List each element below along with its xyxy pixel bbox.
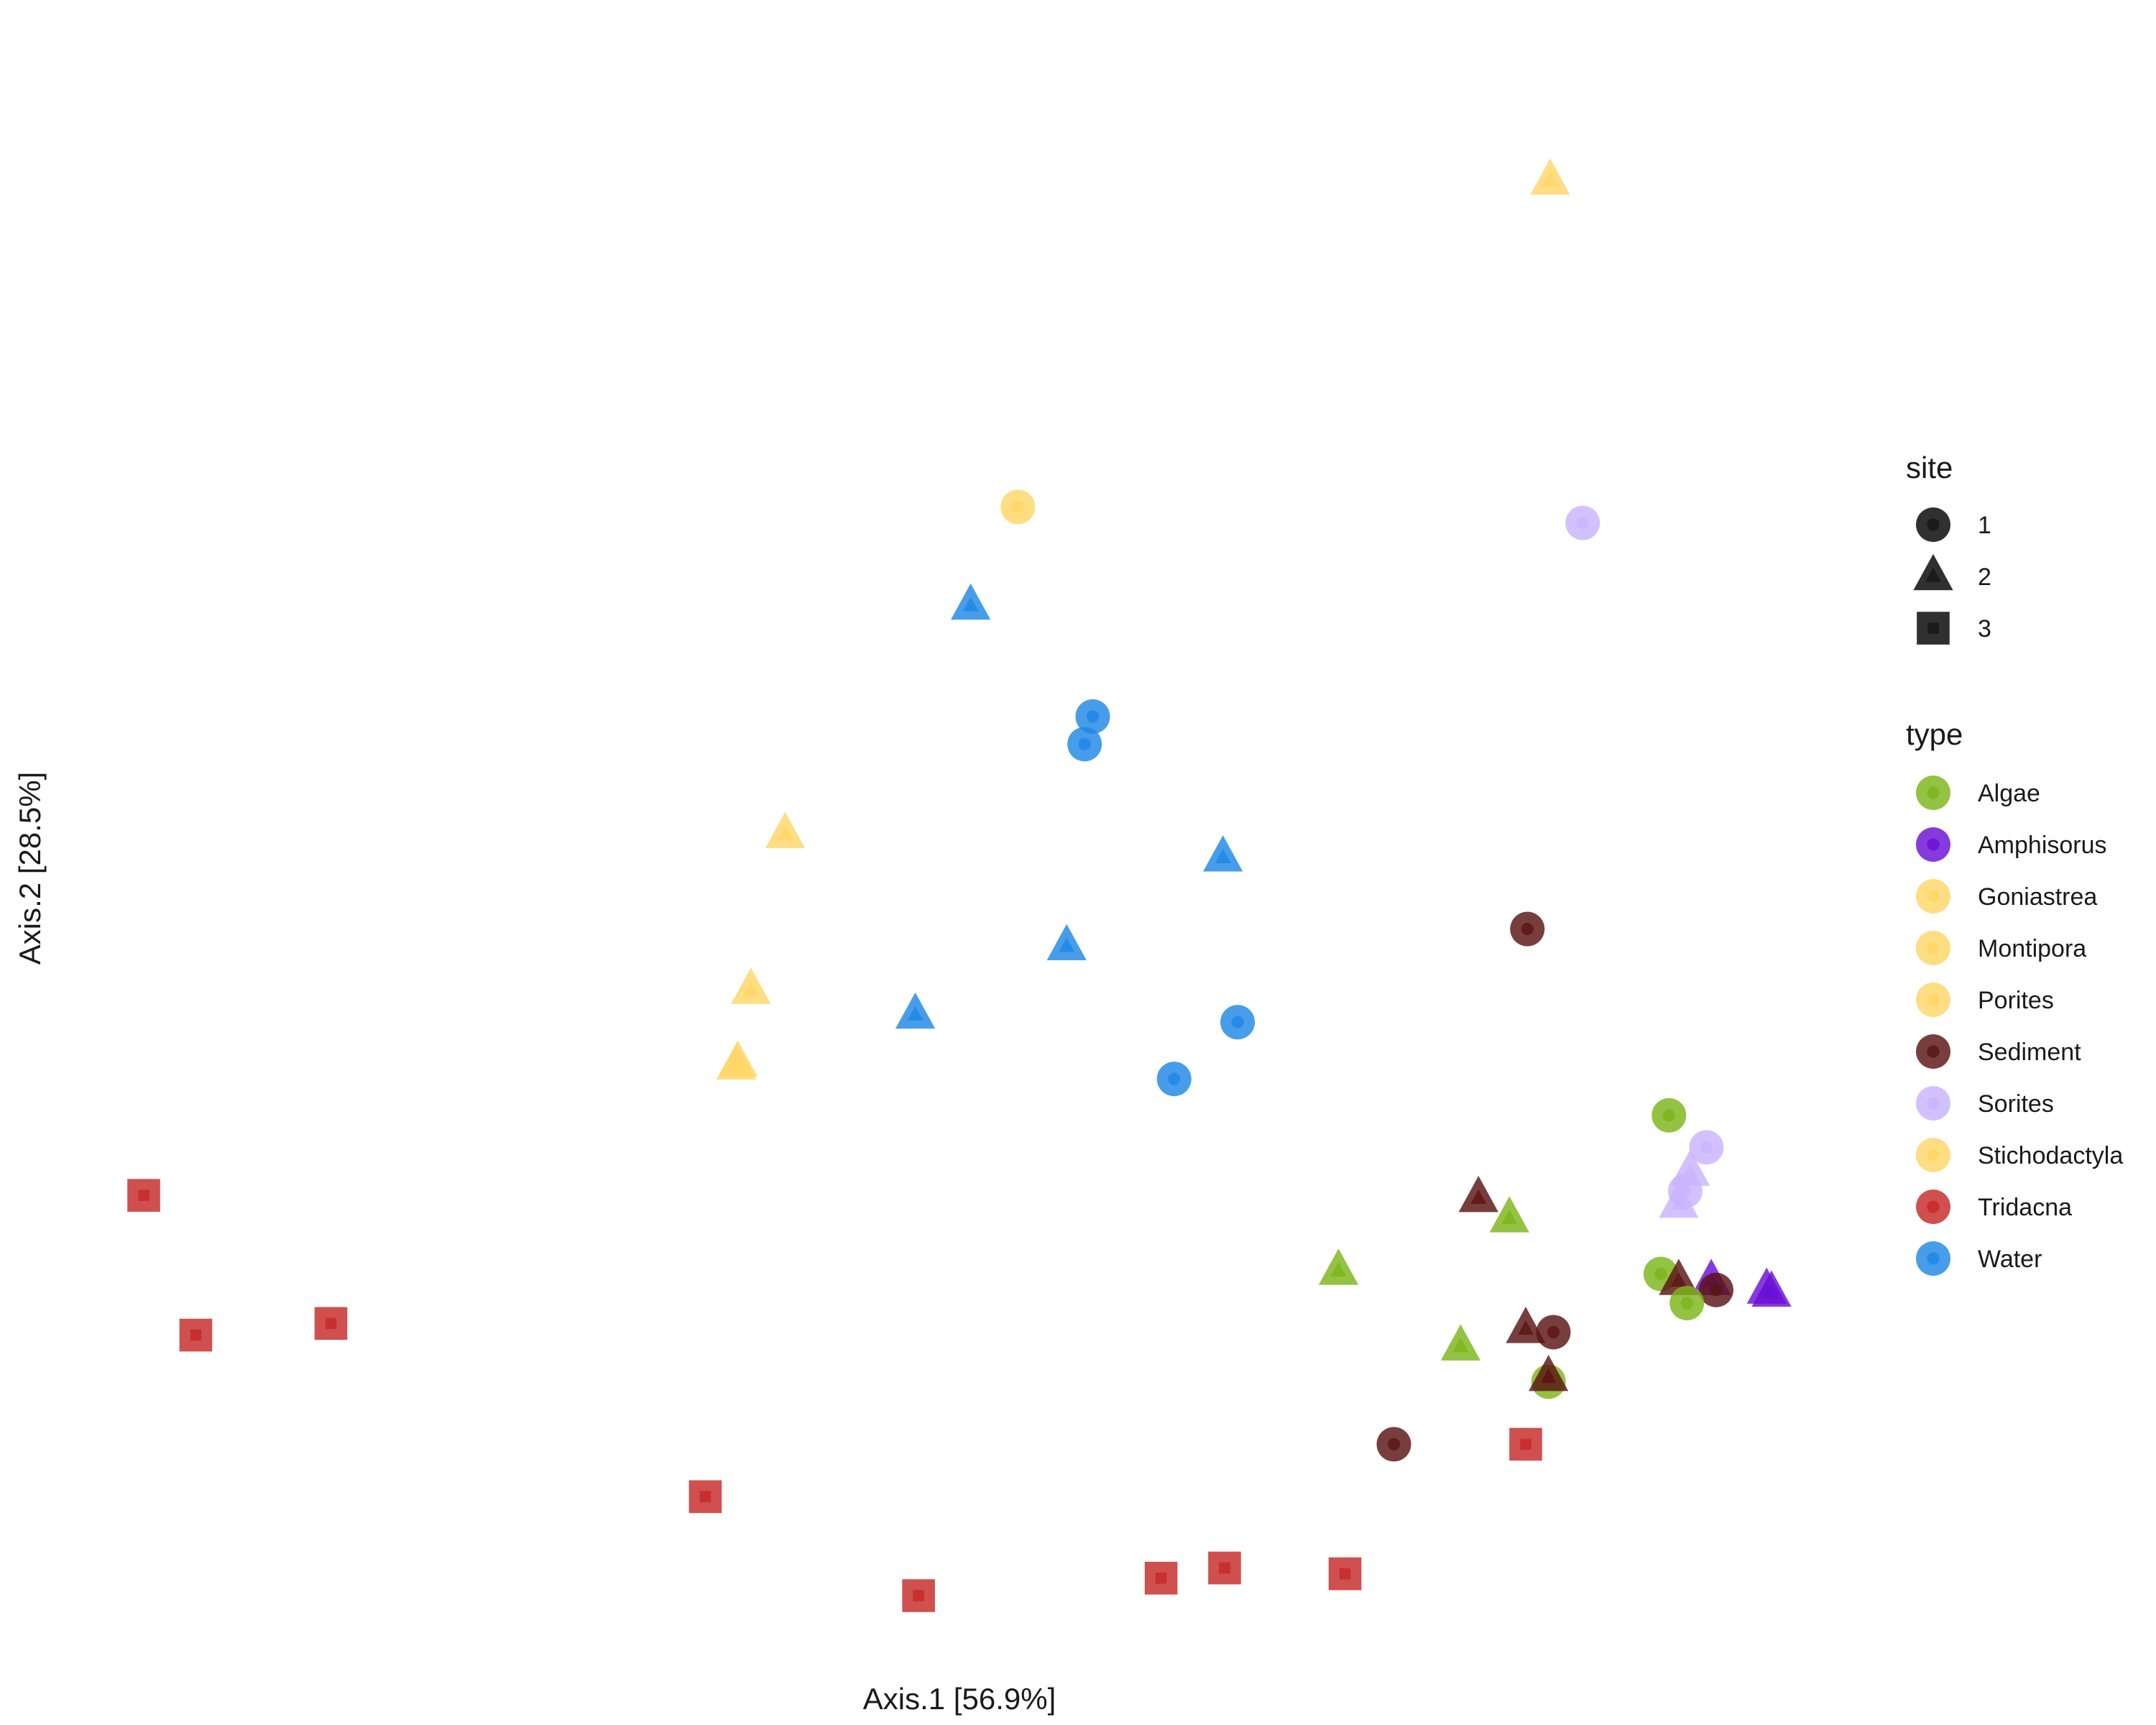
shape-legend-entries: 1 2 3 bbox=[1913, 507, 1991, 645]
data-point-goniastrea-site-1 bbox=[1000, 489, 1036, 525]
legend-label-algae: Algae bbox=[1978, 780, 2040, 807]
legend-label-stichodactyla: Stichodactyla bbox=[1978, 1142, 2123, 1169]
legend-label-site-3: 3 bbox=[1978, 615, 1991, 643]
data-point-sediment-site-1 bbox=[1510, 911, 1545, 947]
data-point-water-site-1 bbox=[1220, 1005, 1256, 1040]
points-layer bbox=[127, 158, 1792, 1612]
data-point-sediment-site-1 bbox=[1536, 1315, 1571, 1350]
data-point-tridacna-site-3 bbox=[1144, 1561, 1178, 1595]
data-point-tridacna-site-3 bbox=[688, 1480, 722, 1514]
legend-label-porites: Porites bbox=[1978, 987, 2054, 1014]
data-point-water-site-1 bbox=[1075, 699, 1110, 734]
data-point-sediment-site-1 bbox=[1376, 1427, 1411, 1462]
legend-key-porites bbox=[1916, 983, 1950, 1017]
data-point-sediment-site-2 bbox=[1506, 1307, 1546, 1343]
legend-label-sorites: Sorites bbox=[1978, 1090, 2054, 1118]
legend-key-tridacna bbox=[1916, 1190, 1950, 1224]
data-point-tridacna-site-3 bbox=[127, 1179, 160, 1212]
data-point-tridacna-site-3 bbox=[179, 1318, 213, 1352]
data-point-sediment-site-2 bbox=[1458, 1175, 1498, 1213]
data-point-sorites-site-1 bbox=[1565, 505, 1600, 540]
legend-key-montipora bbox=[1916, 931, 1950, 965]
color-legend-entries: Algae Amphisorus Goniastrea Montipora Porite… bbox=[1916, 776, 2123, 1276]
legend-key-water bbox=[1916, 1241, 1950, 1276]
y-axis-label: Axis.2 [28.5%] bbox=[13, 772, 47, 965]
legend-label-tridacna: Tridacna bbox=[1978, 1194, 2072, 1221]
data-point-tridacna-site-3 bbox=[1328, 1557, 1362, 1591]
data-point-water-site-2 bbox=[951, 583, 991, 620]
data-point-water-site-1 bbox=[1156, 1062, 1192, 1097]
legend: site 1 2 3 type Algae Amphisorus Goniastrea M… bbox=[1906, 451, 2123, 1276]
shape-legend-title: site bbox=[1906, 451, 1953, 484]
x-axis-label: Axis.1 [56.9%] bbox=[863, 1682, 1056, 1716]
legend-key-site-1 bbox=[1916, 507, 1950, 542]
data-point-tridacna-site-3 bbox=[902, 1579, 935, 1612]
data-point-porites-site-2 bbox=[765, 811, 806, 849]
data-point-water-site-2 bbox=[1203, 835, 1243, 872]
legend-key-site-2 bbox=[1913, 553, 1953, 591]
legend-label-amphisorus: Amphisorus bbox=[1978, 832, 2107, 859]
data-point-water-site-2 bbox=[1046, 924, 1087, 961]
data-point-stichodactyla-site-2 bbox=[1530, 158, 1570, 195]
data-point-tridacna-site-3 bbox=[1509, 1427, 1542, 1461]
legend-key-amphisorus bbox=[1916, 827, 1950, 862]
legend-label-montipora: Montipora bbox=[1978, 935, 2086, 962]
data-point-sediment-site-2 bbox=[1529, 1355, 1569, 1392]
data-point-water-site-1 bbox=[1067, 727, 1102, 762]
data-point-amphisorus-site-2 bbox=[1751, 1270, 1792, 1307]
legend-key-sediment bbox=[1916, 1034, 1950, 1069]
data-point-algae-site-1 bbox=[1669, 1285, 1705, 1320]
legend-key-site-3 bbox=[1917, 612, 1950, 645]
color-legend-title: type bbox=[1906, 717, 1963, 751]
data-point-montipora-site-2 bbox=[731, 967, 771, 1004]
data-point-sorites-site-1 bbox=[1689, 1130, 1724, 1165]
data-point-tridacna-site-3 bbox=[314, 1307, 348, 1340]
data-point-sediment-site-1 bbox=[1698, 1272, 1733, 1307]
legend-key-sorites bbox=[1916, 1086, 1950, 1121]
legend-label-site-2: 2 bbox=[1978, 564, 1991, 591]
legend-key-goniastrea bbox=[1916, 879, 1950, 914]
data-point-sorites-site-2 bbox=[1659, 1182, 1699, 1218]
legend-label-water: Water bbox=[1978, 1246, 2042, 1273]
data-point-algae-site-2 bbox=[1318, 1248, 1359, 1285]
data-point-goniastrea-site-2 bbox=[716, 1043, 757, 1080]
legend-key-stichodactyla bbox=[1916, 1138, 1950, 1172]
legend-key-algae bbox=[1916, 776, 1950, 810]
data-point-algae-site-1 bbox=[1651, 1098, 1687, 1133]
data-point-water-site-2 bbox=[895, 992, 936, 1029]
legend-label-goniastrea: Goniastrea bbox=[1978, 883, 2097, 911]
legend-label-site-1: 1 bbox=[1978, 512, 1991, 539]
data-point-tridacna-site-3 bbox=[1208, 1551, 1241, 1585]
legend-label-sediment: Sediment bbox=[1978, 1039, 2081, 1066]
data-point-algae-site-2 bbox=[1440, 1324, 1480, 1361]
data-point-algae-site-2 bbox=[1489, 1196, 1529, 1233]
